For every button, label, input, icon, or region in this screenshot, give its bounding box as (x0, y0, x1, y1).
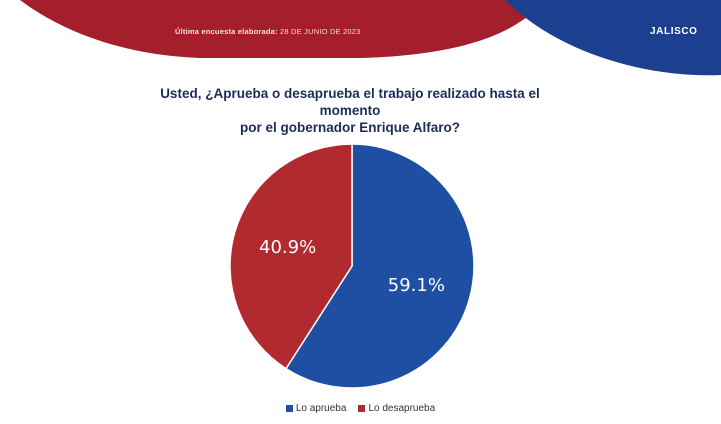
pie-slice-disapprove (229, 143, 353, 370)
chart-legend: Lo aprueba Lo desaprueba (0, 403, 721, 414)
banner-red-shape (0, 0, 545, 58)
legend-swatch-disapprove (358, 405, 366, 412)
survey-date-line: Última encuesta elaborada: 28 DE JUNIO D… (175, 27, 361, 36)
legend-label-disapprove: Lo desaprueba (368, 403, 436, 414)
chart-title-line-2: por el gobernador Enrique Alfaro? (239, 120, 460, 135)
survey-label: Última encuesta elaborada: (175, 27, 278, 36)
state-label: JALISCO (650, 26, 698, 37)
legend-item-approve: Lo aprueba (285, 403, 347, 414)
data-label-approve: 59.1% (388, 275, 445, 296)
data-label-disapprove: 40.9% (259, 237, 316, 258)
legend-label-approve: Lo aprueba (295, 403, 347, 414)
chart-title-line-1: Usted, ¿Aprueba o desaprueba el trabajo … (160, 86, 540, 118)
legend-item-disapprove: Lo desaprueba (358, 403, 435, 414)
legend-swatch-approve (285, 405, 293, 412)
chart-title: Usted, ¿Aprueba o desaprueba el trabajo … (0, 85, 721, 136)
header-banner (0, 0, 721, 76)
survey-date: 28 DE JUNIO DE 2023 (280, 27, 361, 36)
banner-blue-shape (505, 0, 721, 76)
pie-slice-approve (284, 143, 475, 389)
